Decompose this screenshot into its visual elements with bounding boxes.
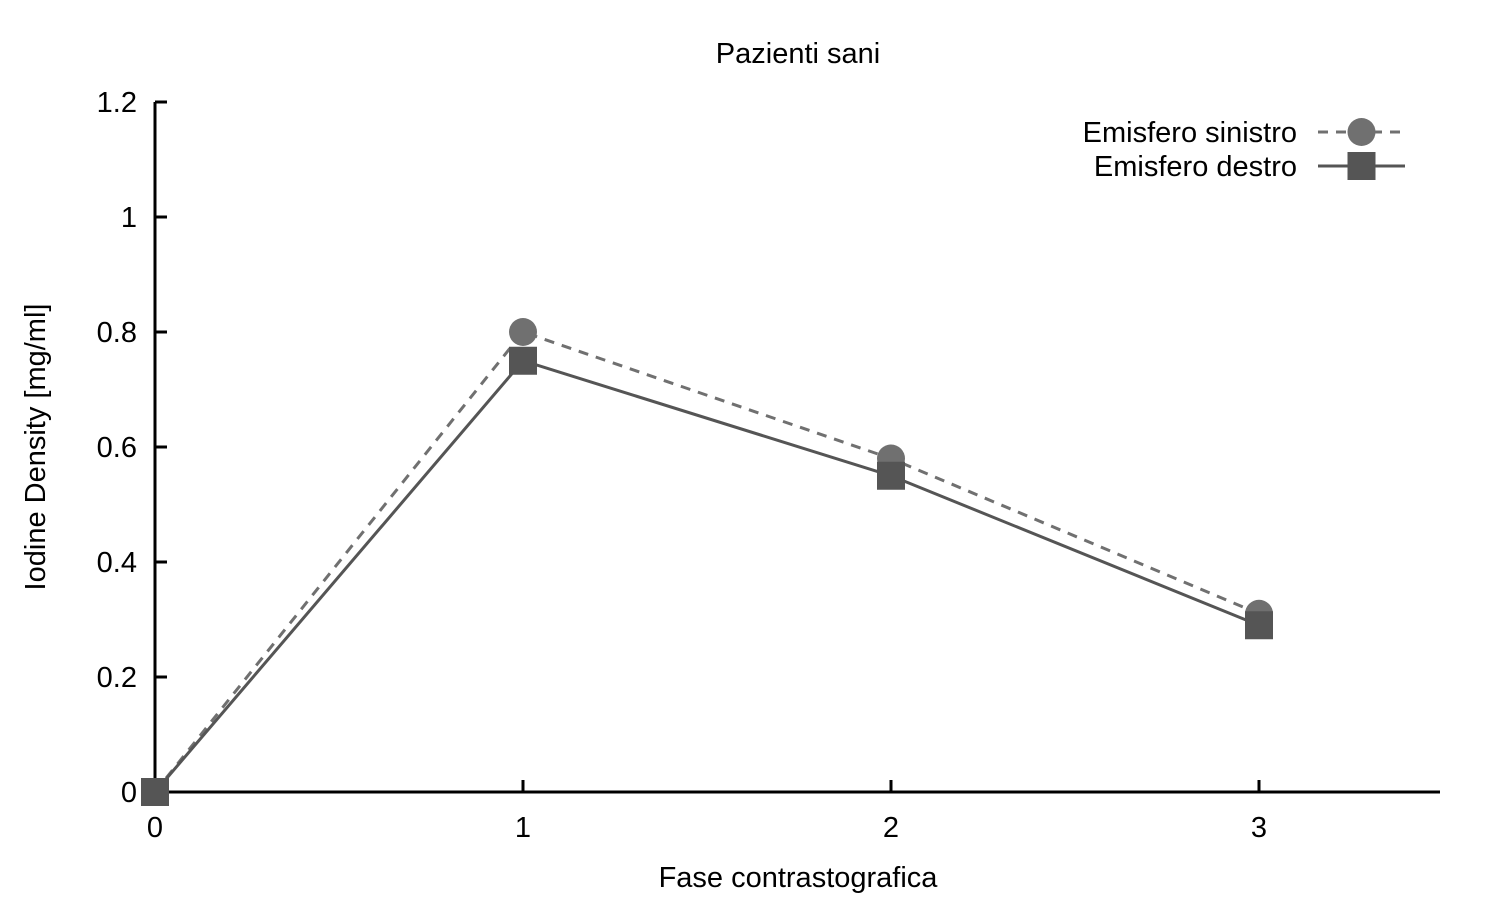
x-axis-ticks: 0 1 2 3 — [147, 780, 1267, 844]
x-tick-label: 0 — [147, 812, 163, 844]
data-point-series-1 — [141, 778, 169, 806]
chart-title: Pazienti sani — [716, 38, 880, 70]
legend-marker-1 — [1347, 152, 1376, 180]
y-tick-label: 1 — [121, 202, 137, 234]
legend-label-0: Emisfero sinistro — [1083, 117, 1297, 149]
x-axis-label: Fase contrastografica — [659, 862, 939, 894]
series-line-1 — [153, 359, 1260, 793]
legend-marker-0 — [1347, 118, 1376, 146]
y-tick-label: 1.2 — [97, 87, 137, 119]
y-tick-label: 0 — [121, 777, 137, 809]
data-point-series-0 — [509, 318, 537, 346]
data-point-series-1 — [877, 461, 905, 490]
series-markers — [141, 318, 1273, 806]
data-point-series-1 — [1245, 611, 1273, 640]
series-lines — [153, 330, 1260, 793]
y-tick-label: 0.4 — [97, 547, 137, 579]
x-tick-label: 2 — [883, 812, 899, 844]
y-axis-label: Iodine Density [mg/ml] — [20, 304, 52, 591]
x-tick-label: 3 — [1251, 812, 1267, 844]
y-tick-label: 0.2 — [97, 662, 137, 694]
y-tick-label: 0.6 — [97, 432, 137, 464]
legend-label-1: Emisfero destro — [1094, 151, 1297, 183]
series-line-0 — [153, 330, 1260, 793]
y-tick-label: 0.8 — [97, 317, 137, 349]
x-tick-label: 1 — [515, 812, 531, 844]
data-point-series-1 — [509, 346, 537, 375]
y-axis-ticks: 0 0.2 0.4 0.6 0.8 1 1.2 — [97, 87, 167, 809]
